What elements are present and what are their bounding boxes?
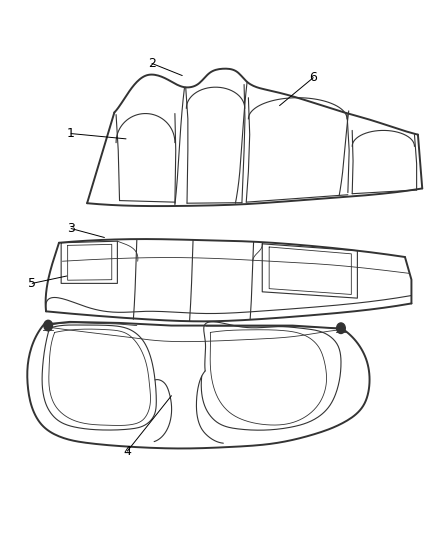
Text: 2: 2 xyxy=(148,57,156,70)
Text: 1: 1 xyxy=(67,127,75,140)
Text: 5: 5 xyxy=(28,277,36,290)
Text: 6: 6 xyxy=(309,71,317,84)
Text: 4: 4 xyxy=(124,445,131,458)
Circle shape xyxy=(337,323,345,334)
Text: 3: 3 xyxy=(67,222,75,235)
Circle shape xyxy=(44,320,53,331)
